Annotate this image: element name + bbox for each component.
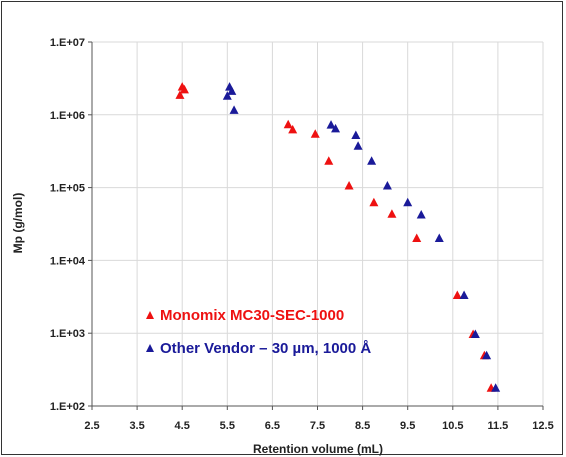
data-point: [351, 130, 361, 139]
data-point: [283, 119, 293, 129]
data-points: [175, 82, 501, 392]
data-point: [459, 290, 469, 299]
x-tick-label: 2.5: [84, 420, 99, 432]
data-point: [326, 120, 336, 129]
legend-label-monomix: Monomix MC30-SEC-1000: [160, 307, 344, 324]
y-tick-label: 1.E+03: [50, 328, 85, 340]
x-tick-label: 6.5: [265, 420, 280, 432]
legend-marker-monomix: [146, 311, 154, 319]
y-tick-label: 1.E+05: [50, 183, 85, 195]
data-point: [470, 329, 480, 338]
data-point: [452, 290, 462, 299]
data-point: [227, 86, 237, 95]
x-axis-title: Retention volume (mL): [253, 442, 383, 456]
x-tick-label: 11.5: [487, 420, 508, 432]
data-point: [403, 197, 413, 207]
data-point: [222, 91, 232, 100]
x-tick-label: 12.5: [532, 420, 553, 432]
y-tick-label: 1.E+07: [50, 37, 85, 49]
x-tick-label: 8.5: [355, 420, 370, 432]
x-tick-label: 9.5: [400, 420, 415, 432]
axes: [88, 41, 544, 410]
data-point: [416, 210, 426, 219]
x-tick-label: 3.5: [129, 420, 144, 432]
data-point: [331, 123, 341, 133]
legend: Monomix MC30-SEC-1000 Other Vendor – 30 …: [146, 307, 371, 357]
data-point: [324, 156, 334, 165]
data-point: [229, 105, 239, 114]
legend-item-other-vendor: Other Vendor – 30 µm, 1000 Å: [146, 340, 371, 357]
series-other-vendor: [222, 82, 501, 392]
grid-lines: [92, 41, 544, 406]
data-point: [175, 90, 185, 99]
data-point: [491, 383, 501, 392]
data-point: [412, 233, 422, 242]
tick-labels: 2.5 3.5 4.5 5.5 6.5 7.5 8.5 9.5 10.5 11.5 12.5 1.E+…: [50, 37, 554, 432]
legend-label-other-vendor: Other Vendor – 30 µm, 1000 Å: [160, 340, 371, 357]
data-point: [387, 209, 397, 218]
y-tick-label: 1.E+04: [50, 255, 86, 267]
legend-marker-other-vendor: [146, 344, 154, 352]
x-tick-label: 7.5: [310, 420, 325, 432]
y-tick-label: 1.E+06: [50, 110, 85, 122]
y-axis-title: Mp (g/mol): [11, 193, 25, 254]
x-tick-label: 4.5: [175, 420, 190, 432]
data-point: [482, 350, 492, 360]
data-point: [367, 156, 377, 165]
y-tick-label: 1.E+02: [50, 401, 85, 413]
x-tick-label: 10.5: [442, 420, 463, 432]
data-point: [369, 197, 379, 207]
data-point: [344, 181, 354, 190]
legend-item-monomix: Monomix MC30-SEC-1000: [146, 307, 344, 324]
series-monomix: [175, 82, 496, 392]
data-point: [434, 233, 444, 242]
data-point: [288, 124, 298, 134]
data-point: [310, 129, 320, 138]
data-point: [353, 141, 363, 150]
data-point: [179, 84, 189, 94]
x-tick-label: 5.5: [220, 420, 235, 432]
data-point: [382, 181, 392, 190]
